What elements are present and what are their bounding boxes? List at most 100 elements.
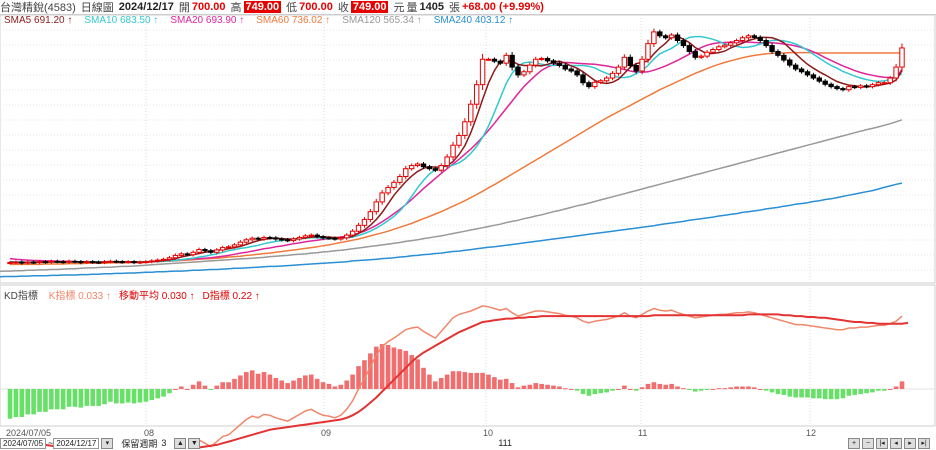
histogram-bar [379,344,385,389]
prev-page-icon[interactable]: ◂ [889,437,902,449]
histogram-bar [409,355,414,389]
candle-down [509,54,515,68]
candle-down [798,68,805,73]
period-label[interactable]: 日線圖 [80,2,114,14]
histogram-bar [858,389,863,395]
legend-item-3: SMA60 736.02 ↑ [256,15,331,26]
pager-controls: + − |◂ ◂ ▸ ▸| [847,437,932,449]
hold-up-button[interactable]: ▲ [174,437,187,449]
candle-down [131,261,137,264]
candle-down [267,236,273,239]
histogram-bar [214,385,220,389]
candle-up [379,192,385,203]
start-date-field[interactable]: 2024/07/05 [0,437,47,449]
histogram-bar [273,377,279,389]
sub-panel-name[interactable]: KD指標 [4,291,38,302]
candle-up [13,261,19,264]
histogram-bar [881,389,887,391]
candle-down [208,250,214,253]
histogram-bar [338,384,344,389]
histogram-bar [326,383,332,389]
candle-up [615,66,622,74]
histogram-bar [816,389,822,399]
candle-up [178,253,185,256]
histogram-bar [108,389,113,402]
histogram-bar [226,382,231,389]
histogram-bar [368,353,373,389]
histogram-bar [557,386,562,389]
candle-down [580,74,586,84]
last-page-icon[interactable]: ▸| [917,437,930,449]
candle-up [857,85,864,88]
candle-down [852,86,858,89]
candle-down [657,31,663,37]
zoom-in-icon[interactable]: + [847,437,860,449]
histogram-bar [545,384,550,389]
histogram-bar [734,386,739,389]
candle-down [627,56,633,67]
candle-up [137,261,143,264]
zoom-out-icon[interactable]: − [861,437,874,449]
histogram-bar [421,367,426,389]
bottom-toolbar: 2024/07/05 ~ 2024/12/17 ▾ 保留週期 3 ▲ ▼ 111… [0,437,936,449]
histogram-bar [54,389,60,410]
first-page-icon[interactable]: |◂ [875,437,888,449]
histogram-bar [314,378,320,389]
histogram-bar [285,383,290,389]
histogram-bar [31,389,36,415]
candle-up [645,43,651,60]
candle-up [733,40,740,44]
date-picker-button[interactable]: ▾ [101,437,114,449]
candle-up [36,261,43,264]
candle-up [438,165,444,171]
candle-up [349,230,356,236]
histogram-bar [238,375,243,389]
next-page-icon[interactable]: ▸ [903,437,916,449]
histogram-bar [167,389,172,394]
histogram-bar [385,344,391,389]
candle-up [668,34,675,39]
histogram-bar [96,389,101,406]
histogram-bar [503,378,509,389]
histogram-bar [13,389,19,417]
hold-period-value[interactable]: 3 [161,438,167,448]
high-label: 高 [230,2,242,14]
sma240-line [0,182,903,278]
histogram-bar [887,389,893,390]
stock-name[interactable]: 台灣精銳(4583) [0,2,76,14]
candle-up [468,103,474,123]
candle-down [202,249,208,252]
sma10-line [10,35,903,263]
x-axis-label: 2024/07/05 [6,428,51,438]
candle-down [550,60,557,64]
candle-up [367,211,374,220]
histogram-bar [480,372,485,389]
histogram-bar [769,389,775,393]
histogram-bar [592,389,598,395]
histogram-bar [155,389,160,399]
candle-up [25,261,31,264]
open-value: 700.00 [191,1,226,13]
volume-unit: 張 [448,2,460,14]
candle-up [527,64,533,73]
candle-down [804,71,811,76]
x-axis-labels: 2024/07/05 08 09 10 11 12 [6,428,816,438]
candle-down [692,50,698,58]
candle-up [101,261,108,264]
candle-down [633,65,639,72]
hold-down-button[interactable]: ▼ [188,437,201,449]
histogram-bar [143,389,149,402]
legend-item-2: SMA20 693.90 ↑ [170,15,245,26]
histogram-bar [876,389,881,391]
candle-up [450,144,456,158]
candle-up [503,54,509,64]
sub-legend: KD指標 K指標 0.033 ↑ 移動平均 0.030 ↑ D指標 0.22 ↑ [4,287,268,302]
histogram-bar [633,389,639,391]
candle-up [414,163,421,167]
histogram-bar [255,373,261,389]
histogram-bar [391,347,397,389]
close-label: 收 [337,2,349,14]
histogram-bar [852,389,858,395]
end-date-field[interactable]: 2024/12/17 [53,437,100,449]
